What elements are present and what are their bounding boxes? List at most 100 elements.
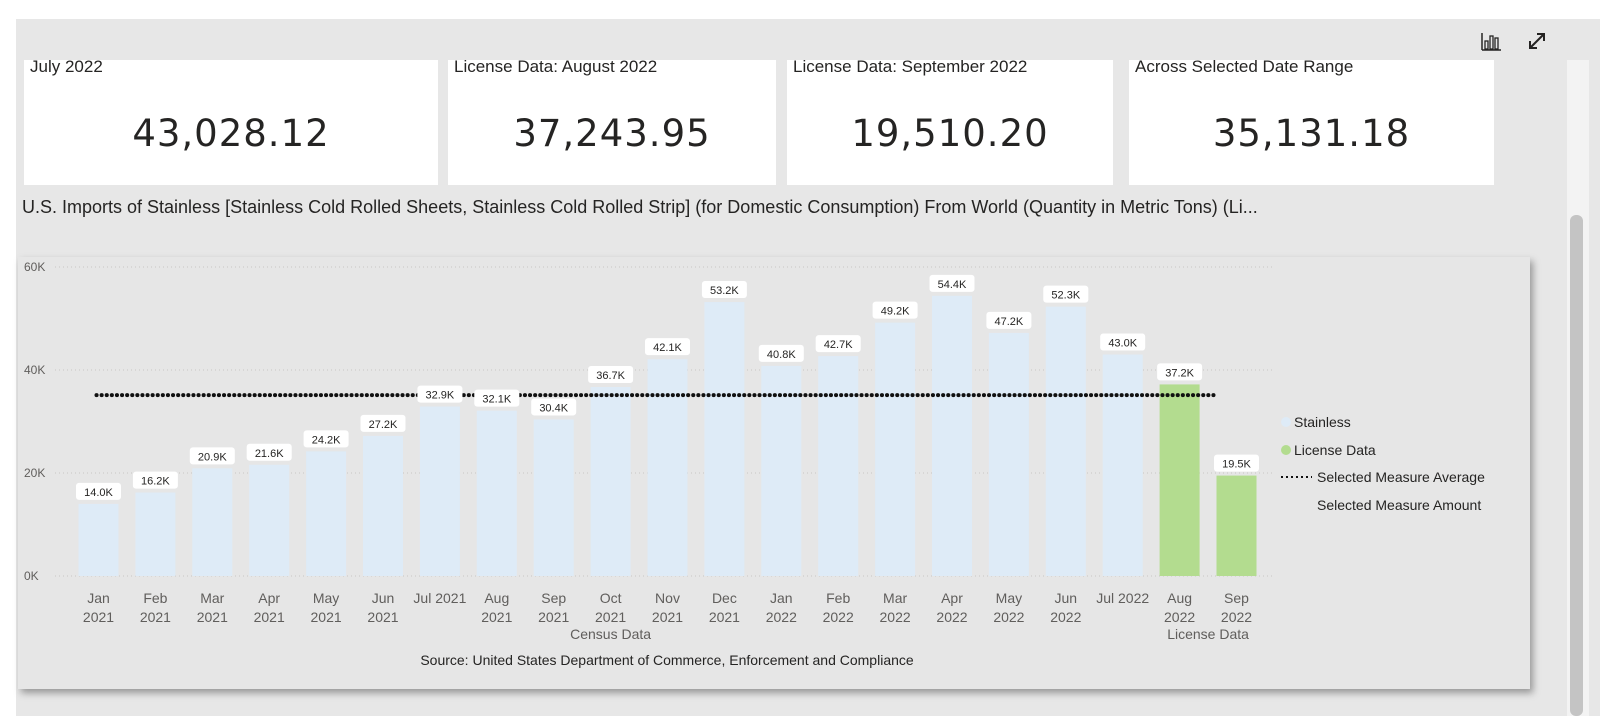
data-label: 43.0K bbox=[1108, 338, 1137, 350]
data-label: 21.6K bbox=[255, 448, 284, 460]
data-label: 42.1K bbox=[653, 342, 682, 354]
x-tick-label: 2021 bbox=[367, 609, 398, 625]
x-tick-label: 2021 bbox=[254, 609, 285, 625]
bar bbox=[875, 322, 916, 576]
data-label: 27.2K bbox=[369, 419, 398, 431]
data-label: 49.2K bbox=[881, 306, 910, 318]
kpi-card-value: 35,131.18 bbox=[1212, 112, 1411, 155]
scrollbar-thumb[interactable] bbox=[1570, 215, 1583, 716]
x-tick-label: 2021 bbox=[709, 609, 740, 625]
chart-source: Source: United States Department of Comm… bbox=[420, 652, 914, 668]
expand-icon[interactable] bbox=[1526, 30, 1548, 52]
x-tick-label: 2022 bbox=[936, 609, 967, 625]
x-tick-label: 2021 bbox=[83, 609, 114, 625]
x-tick-label: Sep bbox=[1224, 590, 1249, 606]
data-label-box bbox=[360, 414, 406, 432]
bar bbox=[135, 492, 176, 576]
data-label: 40.8K bbox=[767, 349, 796, 361]
data-label-box bbox=[1214, 454, 1259, 472]
bar bbox=[932, 295, 972, 576]
data-label: 52.3K bbox=[1051, 290, 1080, 302]
kpi-card-title: License Data: August 2022 bbox=[454, 57, 658, 76]
x-tick-label: 2022 bbox=[880, 609, 911, 625]
x-tick-label: 2022 bbox=[1221, 609, 1252, 625]
bar bbox=[476, 410, 517, 576]
data-label-box bbox=[1100, 333, 1146, 351]
data-label: 37.2K bbox=[1165, 367, 1194, 379]
x-tick-label: Oct bbox=[600, 590, 622, 606]
x-tick-label: Jun bbox=[372, 590, 395, 606]
x-tick-label: Apr bbox=[941, 590, 963, 606]
data-label: 53.2K bbox=[710, 285, 739, 297]
data-label-box bbox=[303, 430, 349, 448]
kpi-card-august-2022: License Data: August 2022 37,243.95 bbox=[448, 57, 776, 185]
bar bbox=[761, 365, 802, 576]
data-label: 54.4K bbox=[938, 279, 967, 291]
x-tick-label: Mar bbox=[883, 590, 907, 606]
data-label-box bbox=[189, 447, 235, 465]
bar bbox=[818, 356, 859, 576]
y-tick-label: 20K bbox=[24, 466, 45, 480]
x-tick-label: 2022 bbox=[1164, 609, 1195, 625]
data-label-box bbox=[76, 482, 121, 500]
x-tick-label: Jan bbox=[87, 590, 110, 606]
data-label: 32.9K bbox=[426, 390, 455, 402]
data-label: 30.4K bbox=[539, 402, 568, 414]
kpi-card-title: Across Selected Date Range bbox=[1135, 57, 1354, 76]
x-tick-label: 2021 bbox=[538, 609, 569, 625]
x-tick-label: May bbox=[313, 590, 339, 606]
data-label-box bbox=[1043, 285, 1089, 303]
x-tick-label: Mar bbox=[200, 590, 224, 606]
legend-label: License Data bbox=[1294, 442, 1376, 458]
y-tick-label: 40K bbox=[24, 363, 45, 377]
bar bbox=[647, 359, 688, 576]
data-label-box bbox=[815, 335, 861, 353]
group-label: License Data bbox=[1167, 626, 1249, 642]
data-label: 16.2K bbox=[141, 476, 170, 488]
x-tick-label: 2022 bbox=[993, 609, 1024, 625]
bar bbox=[704, 302, 745, 576]
kpi-card-selected-range: Across Selected Date Range 35,131.18 bbox=[1129, 57, 1494, 185]
data-label: 19.5K bbox=[1222, 459, 1251, 471]
data-label-box bbox=[474, 389, 520, 407]
data-label: 36.7K bbox=[596, 370, 625, 382]
x-tick-label: Feb bbox=[826, 590, 850, 606]
data-label-box bbox=[132, 471, 178, 489]
legend-label: Stainless bbox=[1294, 414, 1351, 430]
data-label-box bbox=[588, 365, 634, 383]
x-tick-label: Feb bbox=[143, 590, 167, 606]
legend-label: Selected Measure Amount bbox=[1317, 497, 1481, 513]
kpi-card-title: July 2022 bbox=[30, 57, 103, 76]
chart-title: U.S. Imports of Stainless [Stainless Col… bbox=[22, 197, 1258, 217]
x-tick-label: Sep bbox=[541, 590, 566, 606]
bar bbox=[192, 468, 233, 576]
bar bbox=[363, 435, 403, 576]
bar bbox=[988, 332, 1029, 576]
data-label: 14.0K bbox=[84, 487, 113, 499]
x-tick-label: Jun bbox=[1055, 590, 1078, 606]
data-label-box bbox=[246, 443, 292, 461]
y-tick-label: 0K bbox=[24, 569, 39, 583]
x-tick-label: 2022 bbox=[766, 609, 797, 625]
y-tick-label: 60K bbox=[24, 260, 45, 274]
kpi-card-september-2022: License Data: September 2022 19,510.20 bbox=[787, 57, 1113, 185]
x-tick-label: 2021 bbox=[481, 609, 512, 625]
kpi-card-july-2022: July 2022 43,028.12 bbox=[24, 57, 438, 185]
legend-marker-license bbox=[1281, 445, 1291, 455]
data-label-box bbox=[986, 311, 1032, 329]
x-tick-label: May bbox=[996, 590, 1022, 606]
x-tick-label: Jan bbox=[770, 590, 793, 606]
data-label-box bbox=[417, 385, 463, 403]
bar-chart-icon[interactable] bbox=[1480, 30, 1502, 52]
data-label-box bbox=[929, 274, 975, 292]
x-tick-label: 2021 bbox=[652, 609, 683, 625]
kpi-card-value: 37,243.95 bbox=[513, 112, 711, 155]
data-label-box bbox=[872, 301, 918, 319]
data-label-box bbox=[701, 281, 747, 299]
x-tick-label: Dec bbox=[712, 590, 737, 606]
bar bbox=[78, 503, 119, 576]
x-tick-label: Jul 2021 bbox=[413, 590, 466, 606]
kpi-card-value: 43,028.12 bbox=[132, 112, 330, 155]
bar bbox=[1045, 306, 1086, 576]
x-tick-label: 2022 bbox=[823, 609, 854, 625]
